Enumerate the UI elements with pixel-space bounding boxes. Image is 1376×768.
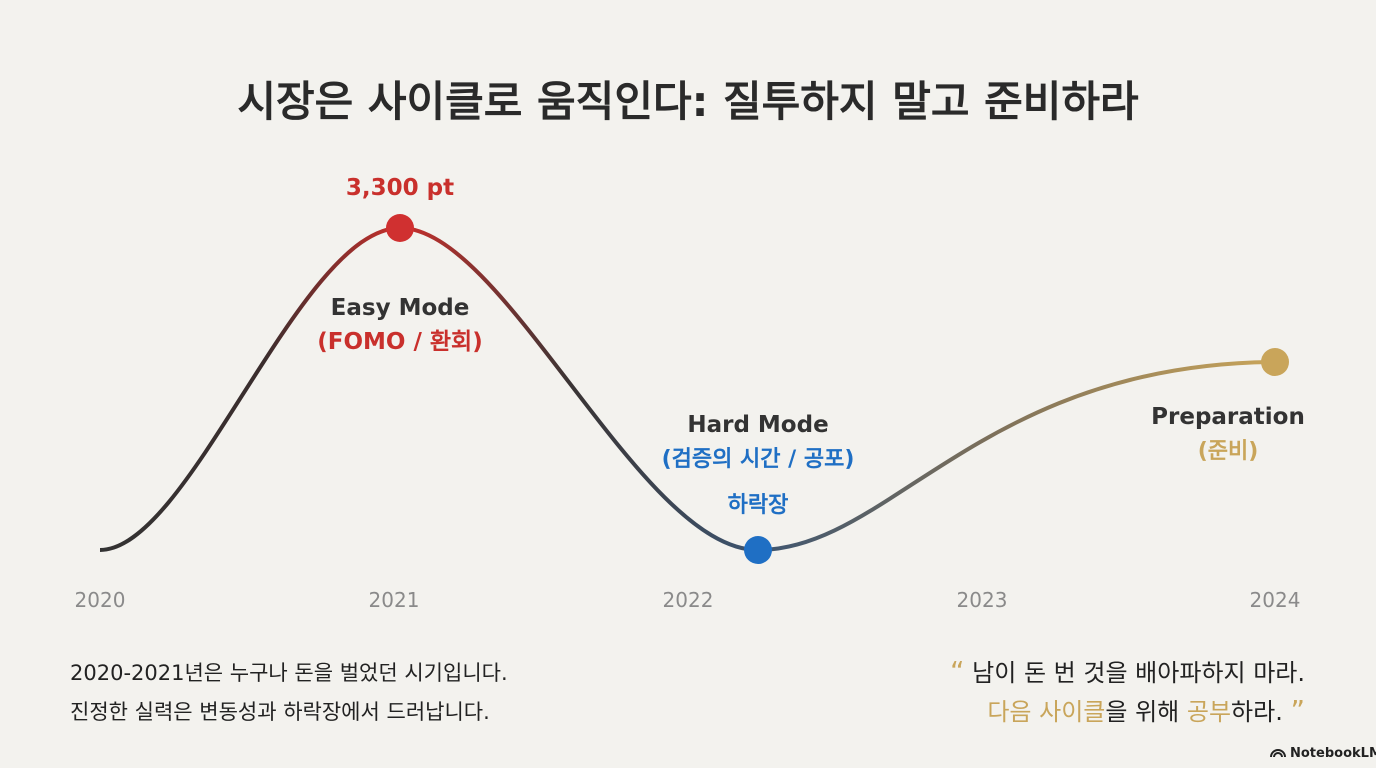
quote-text: 하라.: [1231, 698, 1283, 726]
peak-label: 3,300 pt: [346, 175, 454, 201]
quote-highlight: 공부: [1187, 698, 1231, 726]
year-label: 2023: [957, 588, 1008, 612]
footer-text: NotebookLM: [1290, 746, 1376, 761]
end-dot: [1261, 348, 1289, 376]
year-axis: 2020 2021 2022 2023 2024: [75, 588, 1301, 612]
phase-detail: (검증의 시간 / 공포): [662, 447, 855, 472]
caption-line: 2020-2021년은 누구나 돈을 벌었던 시기입니다.: [70, 661, 508, 685]
phase-name: Easy Mode: [331, 295, 470, 321]
quote-line: 다음 사이클을 위해 공부하라. ”: [987, 694, 1305, 727]
point-label: 하락장: [728, 493, 789, 518]
quote-mark: “: [950, 655, 965, 688]
quote-text: 을 위해: [1105, 698, 1187, 726]
quote-text: 남이 돈 번 것을 배아파하지 마라.: [972, 659, 1305, 687]
phase-detail: (FOMO / 환회): [317, 329, 482, 355]
quote-line: “ 남이 돈 번 것을 배아파하지 마라.: [950, 655, 1305, 688]
title: 시장은 사이클로 움직인다: 질투하지 말고 준비하라: [237, 77, 1139, 126]
caption-line: 진정한 실력은 변동성과 하락장에서 드러납니다.: [70, 700, 490, 724]
phase-name: Preparation: [1151, 404, 1305, 430]
quote-mark: ”: [1290, 694, 1305, 727]
trough-dot: [744, 536, 772, 564]
phase-detail: (준비): [1198, 439, 1259, 464]
footer-logo: NotebookLM: [1270, 746, 1376, 761]
year-label: 2024: [1250, 588, 1301, 612]
year-label: 2021: [369, 588, 420, 612]
phase-name: Hard Mode: [687, 412, 828, 438]
year-label: 2020: [75, 588, 126, 612]
year-label: 2022: [663, 588, 714, 612]
quote-highlight: 다음 사이클: [987, 698, 1105, 726]
peak-dot: [386, 214, 414, 242]
cycle-curve: [99, 225, 1276, 553]
